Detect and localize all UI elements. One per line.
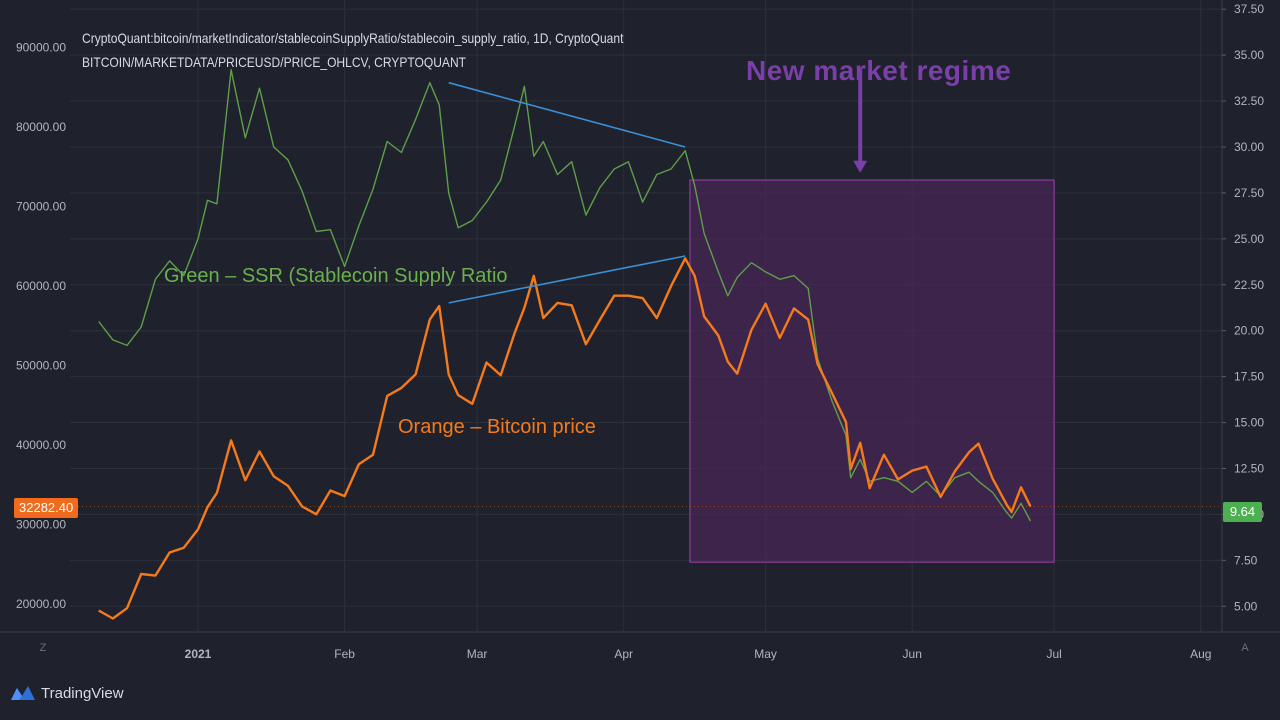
right-axis-tick-label: 32.50 [1234, 94, 1264, 108]
ssr-last-value-badge: 9.64 [1223, 502, 1262, 522]
tradingview-logo-icon [11, 686, 35, 700]
source-label-ssr: CryptoQuant:bitcoin/marketIndicator/stab… [82, 30, 624, 46]
brand-label: TradingView [41, 684, 124, 702]
right-axis-tick-label: 27.50 [1234, 186, 1264, 200]
x-axis-tick-label: Jul [1046, 647, 1061, 661]
ssr-series-line[interactable] [98, 69, 1032, 522]
right-axis-tick-label: 22.50 [1234, 278, 1264, 292]
right-axis-tick-label: 25.00 [1234, 232, 1264, 246]
left-axis-tick-label: 80000.00 [16, 120, 66, 134]
regime-highlight-box [689, 179, 1055, 563]
left-axis-tick-label: 20000.00 [16, 597, 66, 611]
right-axis-tick-label: 7.50 [1234, 553, 1258, 567]
x-axis-tick-label: 2021 [185, 647, 212, 661]
right-axis-tick-label: 5.00 [1234, 599, 1258, 613]
left-axis-tick-label: 90000.00 [16, 41, 66, 55]
regime-arrow-icon [853, 69, 868, 173]
right-axis-tick-label: 30.00 [1234, 140, 1264, 154]
right-axis-tick-label: 37.50 [1234, 2, 1264, 16]
left-axis-tick-label: 70000.00 [16, 200, 66, 214]
source-label-price: BITCOIN/MARKETDATA/PRICEUSD/PRICE_OHLCV,… [82, 54, 467, 70]
x-axis-tick-label: Aug [1190, 647, 1211, 661]
right-axis-tick-label: 35.00 [1234, 48, 1264, 62]
left-price-axis[interactable]: 20000.00 30000.00 40000.00 50000.00 60000.00… [16, 41, 66, 611]
x-axis-tick-label: Mar [467, 647, 488, 661]
btc-price-series-line[interactable] [98, 257, 1032, 620]
x-axis-tick-label: Apr [614, 647, 633, 661]
tradingview-brand[interactable]: TradingView [10, 684, 124, 702]
left-axis-tick-label: 30000.00 [16, 518, 66, 532]
trendlines [448, 81, 686, 304]
series-layer [70, 69, 1222, 620]
right-axis-tick-label: 15.00 [1234, 416, 1264, 430]
ssr-annotation: Green – SSR (Stablecoin Supply Ratio [164, 265, 508, 287]
trendline[interactable] [448, 81, 686, 148]
right-axis-tick-label: 20.00 [1234, 324, 1264, 338]
regime-arrow-head [853, 160, 868, 173]
price-annotation: Orange – Bitcoin price [398, 416, 596, 438]
left-axis-tick-label: 50000.00 [16, 359, 66, 373]
right-axis-tick-label: 12.50 [1234, 461, 1264, 475]
regime-title: New market regime [746, 55, 1012, 86]
left-axis-tick-label: 40000.00 [16, 438, 66, 452]
x-axis-tick-label: Jun [903, 647, 922, 661]
x-axis-tick-label: Feb [334, 647, 355, 661]
left-axis-tick-label: 60000.00 [16, 279, 66, 293]
price-last-value-badge: 32282.40 [14, 498, 79, 518]
right-axis-tick-label: 17.50 [1234, 370, 1264, 384]
auto-scale-button[interactable]: A [1241, 642, 1249, 654]
trendline[interactable] [448, 255, 686, 304]
time-axis[interactable]: 2021 Feb Mar Apr May Jun Jul Aug [185, 647, 1212, 661]
x-axis-tick-label: May [754, 647, 777, 661]
zoom-axis-button[interactable]: Z [39, 642, 47, 654]
